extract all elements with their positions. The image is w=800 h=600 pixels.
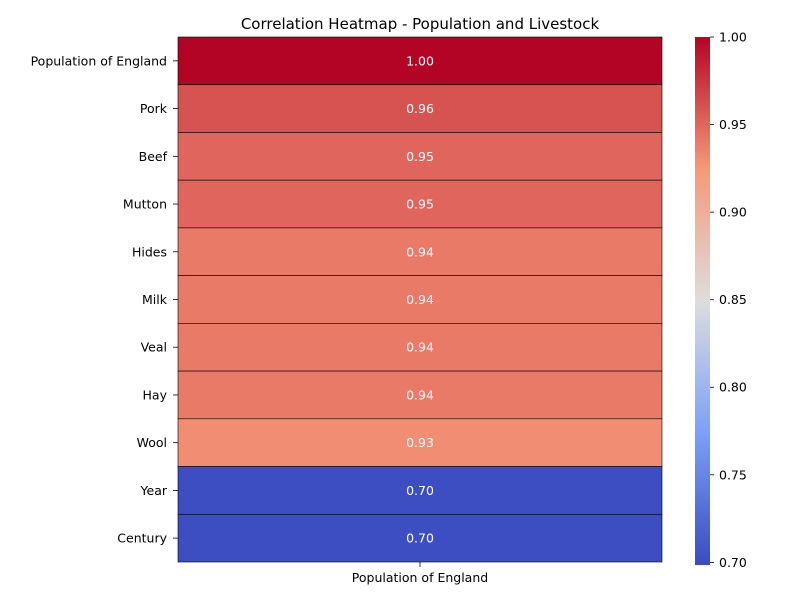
- heatmap-cell: [177, 513, 663, 563]
- colorbar-tick-label: 0.95: [719, 117, 747, 132]
- cell-value-label: 0.94: [406, 387, 434, 402]
- heatmap-cell: [177, 132, 663, 181]
- column-label: Population of England: [352, 570, 488, 585]
- colorbar-tick-label: 0.85: [719, 292, 747, 307]
- cell-value-label: 0.94: [406, 340, 434, 355]
- heatmap-cell: [177, 466, 663, 515]
- row-label: Population of England: [31, 53, 167, 68]
- heatmap-cells: 1.00 0.96 0.95 0.95 0.94 0.94 0.94 0.94 0.93 0.70…: [177, 36, 663, 563]
- heatmap-cell: [177, 84, 663, 133]
- row-label: Mutton: [123, 197, 167, 212]
- row-label: Year: [140, 483, 168, 498]
- colorbar-tick-label: 1.00: [719, 30, 747, 45]
- colorbar-tick-label: 0.80: [719, 380, 747, 395]
- row-label: Hides: [132, 244, 167, 259]
- row-label: Beef: [139, 149, 168, 164]
- heatmap-cell: [177, 323, 663, 372]
- row-label: Century: [117, 531, 167, 546]
- colorbar-tick-label: 0.70: [719, 555, 747, 570]
- heatmap-cell: [177, 370, 663, 420]
- cell-value-label: 0.94: [406, 292, 434, 307]
- heatmap-cell: [177, 36, 663, 86]
- cell-value-label: 0.96: [406, 101, 434, 116]
- row-label: Veal: [141, 340, 167, 355]
- row-labels: Population of England Pork Beef Mutton Hi…: [31, 53, 178, 546]
- colorbar-ticks: 0.70 0.75 0.80 0.85 0.90 0.95 1.00: [710, 30, 747, 570]
- cell-value-label: 0.94: [406, 244, 434, 259]
- cell-value-label: 0.93: [406, 435, 434, 450]
- colorbar-tick-label: 0.75: [719, 467, 747, 482]
- chart-title: Correlation Heatmap - Population and Liv…: [241, 15, 600, 33]
- row-label: Milk: [142, 292, 168, 307]
- row-label: Hay: [143, 387, 168, 402]
- cell-value-label: 1.00: [406, 53, 434, 68]
- cell-value-label: 0.70: [406, 483, 434, 498]
- cell-value-label: 0.95: [406, 149, 434, 164]
- cell-value-label: 0.70: [406, 531, 434, 546]
- column-labels: Population of England: [352, 562, 488, 585]
- colorbar-tick-label: 0.90: [719, 205, 747, 220]
- row-label: Wool: [137, 435, 167, 450]
- cell-value-label: 0.95: [406, 197, 434, 212]
- row-label: Pork: [140, 101, 168, 116]
- colorbar: [695, 37, 710, 565]
- heatmap-cell: [177, 179, 663, 229]
- heatmap-cell: [177, 227, 663, 276]
- heatmap-cell: [177, 275, 663, 324]
